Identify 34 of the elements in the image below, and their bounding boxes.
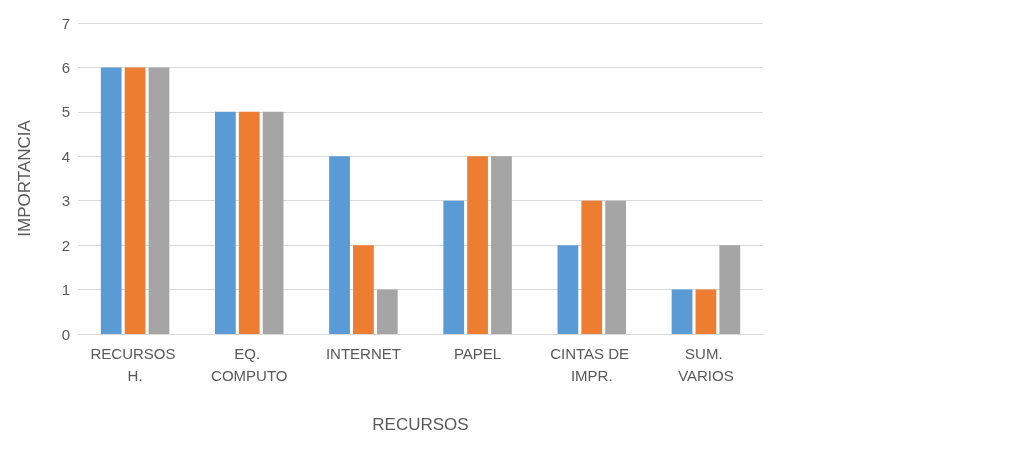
x-tick-label: INTERNET [325, 344, 401, 362]
bar [124, 67, 146, 334]
x-axis-title: RECURSOS [372, 415, 469, 434]
x-tick-label: CINTAS DE IMPR. [550, 344, 634, 384]
bar [262, 111, 284, 334]
x-tick-label: EQ. COMPUTO [211, 344, 288, 384]
bar [557, 245, 579, 334]
bar [215, 111, 236, 334]
bar [376, 289, 398, 334]
bar [100, 67, 122, 334]
bar [238, 111, 260, 334]
y-tick-label: 4 [61, 147, 70, 165]
x-tick-label: RECURSOS H. [90, 344, 180, 384]
x-tick-label: SUM. VARIOS [678, 344, 734, 384]
bar [491, 156, 512, 334]
bar [671, 289, 693, 334]
y-tick-label: 3 [61, 192, 70, 210]
y-tick-label: 7 [61, 14, 70, 32]
y-tick-label: 1 [61, 281, 70, 299]
bar [719, 245, 741, 334]
y-tick-label: 2 [61, 236, 70, 254]
bar [467, 156, 488, 334]
y-axis-title: IMPORTANCIA [15, 119, 34, 237]
y-tick-label: 5 [61, 103, 70, 121]
bar [695, 289, 717, 334]
y-tick-label: 0 [61, 325, 70, 343]
bar [353, 245, 374, 334]
x-tick-label: PAPEL [453, 344, 502, 362]
bar [148, 67, 170, 334]
bar [443, 200, 465, 334]
bar [581, 200, 603, 334]
bar [329, 156, 350, 334]
y-tick-label: 6 [61, 58, 70, 76]
bar [605, 200, 626, 334]
